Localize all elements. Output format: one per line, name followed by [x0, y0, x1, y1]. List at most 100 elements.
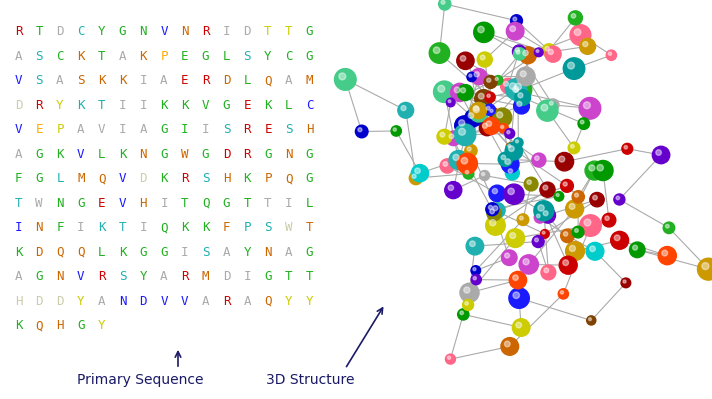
- Circle shape: [509, 83, 528, 101]
- Text: T: T: [15, 197, 22, 210]
- Circle shape: [478, 26, 484, 33]
- Text: M: M: [77, 172, 85, 185]
- Circle shape: [513, 98, 530, 114]
- Circle shape: [468, 113, 473, 119]
- Circle shape: [447, 356, 451, 359]
- Text: Primary Sequence: Primary Sequence: [77, 373, 203, 387]
- Text: V: V: [160, 25, 168, 38]
- Text: I: I: [244, 271, 251, 283]
- Circle shape: [543, 44, 555, 57]
- Circle shape: [511, 15, 523, 27]
- Circle shape: [496, 77, 498, 81]
- Text: H: H: [306, 123, 313, 136]
- Text: S: S: [36, 74, 43, 87]
- Circle shape: [535, 238, 538, 242]
- Text: P: P: [160, 49, 168, 63]
- Circle shape: [489, 185, 506, 201]
- Circle shape: [513, 319, 530, 336]
- Circle shape: [569, 203, 575, 209]
- Text: R: R: [223, 295, 230, 308]
- Text: Y: Y: [244, 246, 251, 259]
- Text: K: K: [201, 221, 209, 234]
- Circle shape: [523, 50, 528, 55]
- Circle shape: [506, 79, 526, 99]
- Circle shape: [358, 128, 362, 132]
- Circle shape: [586, 243, 604, 260]
- Circle shape: [474, 72, 479, 77]
- Circle shape: [652, 146, 670, 164]
- Text: K: K: [77, 49, 85, 63]
- Text: W: W: [181, 148, 189, 161]
- Text: A: A: [77, 123, 85, 136]
- Circle shape: [475, 90, 493, 108]
- Circle shape: [663, 222, 675, 233]
- Circle shape: [490, 209, 494, 214]
- Circle shape: [513, 138, 523, 147]
- Text: W: W: [36, 197, 43, 210]
- Circle shape: [515, 83, 521, 90]
- Circle shape: [473, 22, 494, 42]
- Circle shape: [501, 155, 519, 173]
- Text: L: L: [306, 197, 313, 210]
- Text: M: M: [201, 271, 209, 283]
- Text: V: V: [201, 99, 209, 112]
- Text: A: A: [119, 49, 126, 63]
- Text: E: E: [181, 49, 189, 63]
- Circle shape: [412, 174, 416, 178]
- Text: S: S: [285, 123, 293, 136]
- Text: C: C: [285, 49, 293, 63]
- Circle shape: [513, 292, 520, 298]
- Circle shape: [454, 124, 476, 146]
- Circle shape: [590, 246, 595, 252]
- Circle shape: [441, 0, 445, 4]
- Circle shape: [465, 170, 468, 174]
- Circle shape: [570, 245, 575, 251]
- Circle shape: [527, 180, 531, 184]
- Circle shape: [513, 87, 518, 93]
- Text: S: S: [244, 49, 251, 63]
- Text: V: V: [15, 74, 22, 87]
- Circle shape: [461, 158, 468, 164]
- Circle shape: [484, 75, 497, 89]
- Text: R: R: [244, 123, 251, 136]
- Text: Q: Q: [160, 221, 168, 234]
- Circle shape: [593, 160, 613, 180]
- Circle shape: [563, 232, 567, 236]
- Circle shape: [507, 130, 510, 134]
- Circle shape: [545, 47, 549, 51]
- Circle shape: [574, 29, 581, 36]
- Circle shape: [429, 43, 450, 63]
- Circle shape: [493, 206, 498, 211]
- Circle shape: [448, 100, 451, 103]
- Circle shape: [460, 311, 464, 315]
- Circle shape: [532, 153, 546, 167]
- Text: G: G: [306, 25, 313, 38]
- Circle shape: [463, 299, 473, 310]
- Text: D: D: [223, 271, 230, 283]
- Circle shape: [623, 280, 626, 283]
- Circle shape: [487, 78, 491, 82]
- Circle shape: [575, 229, 578, 232]
- Text: Q: Q: [201, 197, 209, 210]
- Circle shape: [454, 87, 460, 93]
- Text: K: K: [15, 246, 22, 259]
- Circle shape: [471, 275, 481, 285]
- Circle shape: [501, 155, 506, 160]
- Text: Y: Y: [98, 320, 105, 332]
- Circle shape: [461, 88, 466, 93]
- Circle shape: [541, 265, 556, 280]
- Text: K: K: [160, 172, 168, 185]
- Circle shape: [480, 170, 490, 180]
- Circle shape: [536, 50, 539, 53]
- Circle shape: [608, 52, 612, 55]
- Circle shape: [513, 45, 525, 58]
- Circle shape: [520, 47, 536, 64]
- Text: D: D: [56, 295, 64, 308]
- Text: F: F: [15, 172, 22, 185]
- Circle shape: [621, 278, 631, 288]
- Circle shape: [488, 107, 498, 117]
- Circle shape: [570, 25, 591, 45]
- Circle shape: [501, 338, 518, 355]
- Circle shape: [580, 120, 584, 124]
- Circle shape: [535, 48, 543, 57]
